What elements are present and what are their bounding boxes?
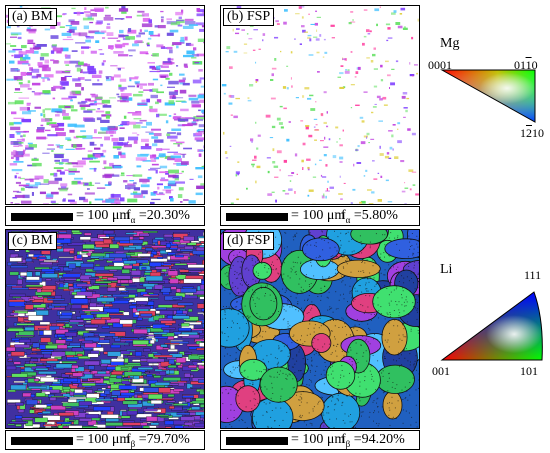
li-corner-top: 111 xyxy=(524,268,542,282)
scale-bar-line xyxy=(11,213,73,221)
scale-text: = 100 μm xyxy=(291,432,346,447)
mg-corner-prism2: 1210 xyxy=(520,126,544,140)
li-legend-title: Li xyxy=(440,262,453,277)
panel-label-d: (d) FSP xyxy=(223,232,275,250)
ebsd-map-b: (b) FSP xyxy=(220,5,420,205)
panel-label-b: (b) FSP xyxy=(223,8,275,26)
li-ipf-map-fsp xyxy=(221,230,419,428)
mg-legend-title: Mg xyxy=(440,36,460,51)
panel-label-a: (a) BM xyxy=(8,8,57,26)
mg-ipf-triangle xyxy=(440,69,536,123)
li-ipf-map-bm xyxy=(6,230,204,428)
li-corner-left: 001 xyxy=(432,364,450,378)
mg-corner-basal: 0001 xyxy=(428,58,452,72)
li-ipf-triangle xyxy=(440,291,543,361)
scale-bar-line xyxy=(11,437,73,445)
phase-fraction: fβ =94.20% xyxy=(341,432,405,449)
phase-fraction: fα =5.80% xyxy=(341,208,398,225)
ebsd-map-d: (d) FSP xyxy=(220,229,420,429)
ebsd-map-a: (a) BM xyxy=(5,5,205,205)
scalebar-d: = 100 μm fβ =94.20% xyxy=(220,430,420,450)
panel-label-c: (c) BM xyxy=(8,232,57,250)
phase-fraction: fβ =79.70% xyxy=(126,432,190,449)
scale-text: = 100 μm xyxy=(291,208,346,223)
scale-bar-line xyxy=(226,437,288,445)
scale-bar-line xyxy=(226,213,288,221)
phase-fraction: fα =20.30% xyxy=(126,208,190,225)
mg-corner-prism1: 0110 xyxy=(514,58,538,72)
scale-text: = 100 μm xyxy=(76,432,131,447)
li-corner-right: 101 xyxy=(520,364,538,378)
ebsd-map-c: (c) BM xyxy=(5,229,205,429)
mg-ipf-map-bm xyxy=(6,6,204,204)
mg-ipf-map-fsp xyxy=(221,6,419,204)
scalebar-a: = 100 μm fα =20.30% xyxy=(5,206,205,226)
scalebar-b: = 100 μm fα =5.80% xyxy=(220,206,420,226)
scale-text: = 100 μm xyxy=(76,208,131,223)
scalebar-c: = 100 μm fβ =79.70% xyxy=(5,430,205,450)
